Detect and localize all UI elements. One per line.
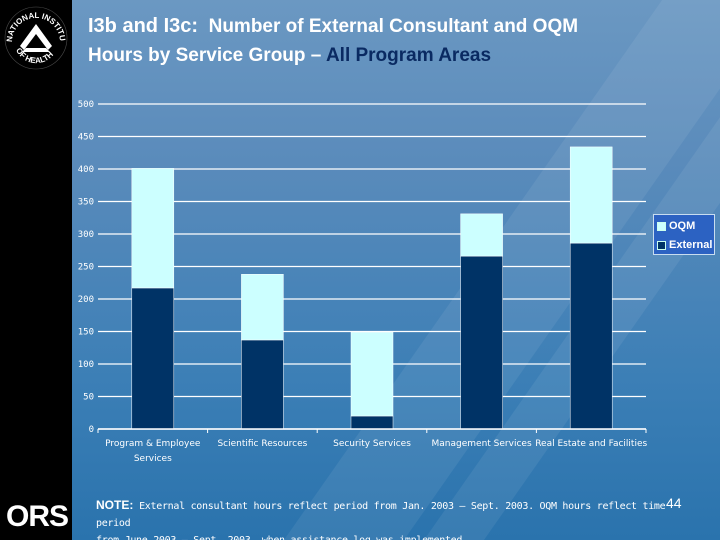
y-tick-label: 300 <box>78 230 94 240</box>
y-tick-label: 450 <box>78 133 94 143</box>
y-tick-label: 100 <box>78 360 94 370</box>
legend-label-oqm: OQM <box>669 220 696 232</box>
bar-oqm-3 <box>460 255 503 430</box>
title-highlight: All Program Areas <box>325 45 492 66</box>
nih-logo: NATIONAL INSTITUTES OF HEALTH <box>2 2 68 70</box>
bar-external-1 <box>241 274 284 341</box>
legend-item-oqm: OQM <box>657 220 695 232</box>
x-tick-label: Program & Employee <box>105 439 201 449</box>
y-tick-label: 400 <box>78 165 94 175</box>
title-line1: Number of External Consultant and OQM <box>208 16 579 37</box>
page-number: 44 <box>666 495 682 511</box>
note-label: NOTE: <box>96 498 134 512</box>
legend-item-external: External <box>657 239 712 251</box>
x-tick-label: Security Services <box>333 439 411 449</box>
svg-text:NATIONAL INSTITUTES: NATIONAL INSTITUTES <box>2 2 67 42</box>
y-tick-label: 150 <box>78 328 94 338</box>
x-tick-label: Scientific Resources <box>217 439 307 449</box>
bar-external-3 <box>460 213 503 257</box>
bar-oqm-4 <box>569 242 613 430</box>
legend-swatch-oqm <box>657 221 666 231</box>
ors-logo: ORS <box>6 500 69 533</box>
sidebar: NATIONAL INSTITUTES OF HEALTH ORS <box>0 0 72 540</box>
legend-swatch-external <box>657 240 666 250</box>
y-tick-label: 350 <box>78 198 94 208</box>
title-line2: Hours by Service Group – <box>88 45 322 66</box>
y-tick-label: 500 <box>78 100 94 110</box>
note-text-line1: External consultant hours reflect period… <box>96 501 666 529</box>
title-prefix: I3b and I3c: <box>88 15 199 37</box>
note-text-line2: from June 2003 – Sept. 2003, when assist… <box>96 535 468 540</box>
bar-oqm-1 <box>241 339 284 430</box>
bar-oqm-0 <box>131 287 175 430</box>
nih-emblem-icon <box>20 24 52 50</box>
x-tick-label: Management Services <box>432 439 532 449</box>
y-tick-label: 250 <box>78 263 94 273</box>
bar-external-4 <box>569 146 613 244</box>
chart-legend: OQM External <box>653 214 715 255</box>
legend-label-external: External <box>669 239 713 251</box>
slide-title: I3b and I3c: Number of External Consulta… <box>88 12 578 70</box>
bar-oqm-2 <box>350 415 394 430</box>
nih-logo-text: NATIONAL INSTITUTES <box>2 2 67 42</box>
footnote: NOTE: External consultant hours reflect … <box>96 497 666 540</box>
bar-external-0 <box>131 168 175 289</box>
slide-main: I3b and I3c: Number of External Consulta… <box>72 0 720 540</box>
stacked-bar-chart: 0 50 100 150 200 250 300 350 400 450 500 Program & … <box>78 100 648 464</box>
bar-external-2 <box>350 331 394 417</box>
x-tick-label: Services <box>134 454 172 464</box>
y-tick-label: 50 <box>83 393 94 403</box>
x-tick-label: Real Estate and Facilities <box>535 439 647 449</box>
y-tick-label: 0 <box>89 425 94 435</box>
y-tick-label: 200 <box>78 295 94 305</box>
